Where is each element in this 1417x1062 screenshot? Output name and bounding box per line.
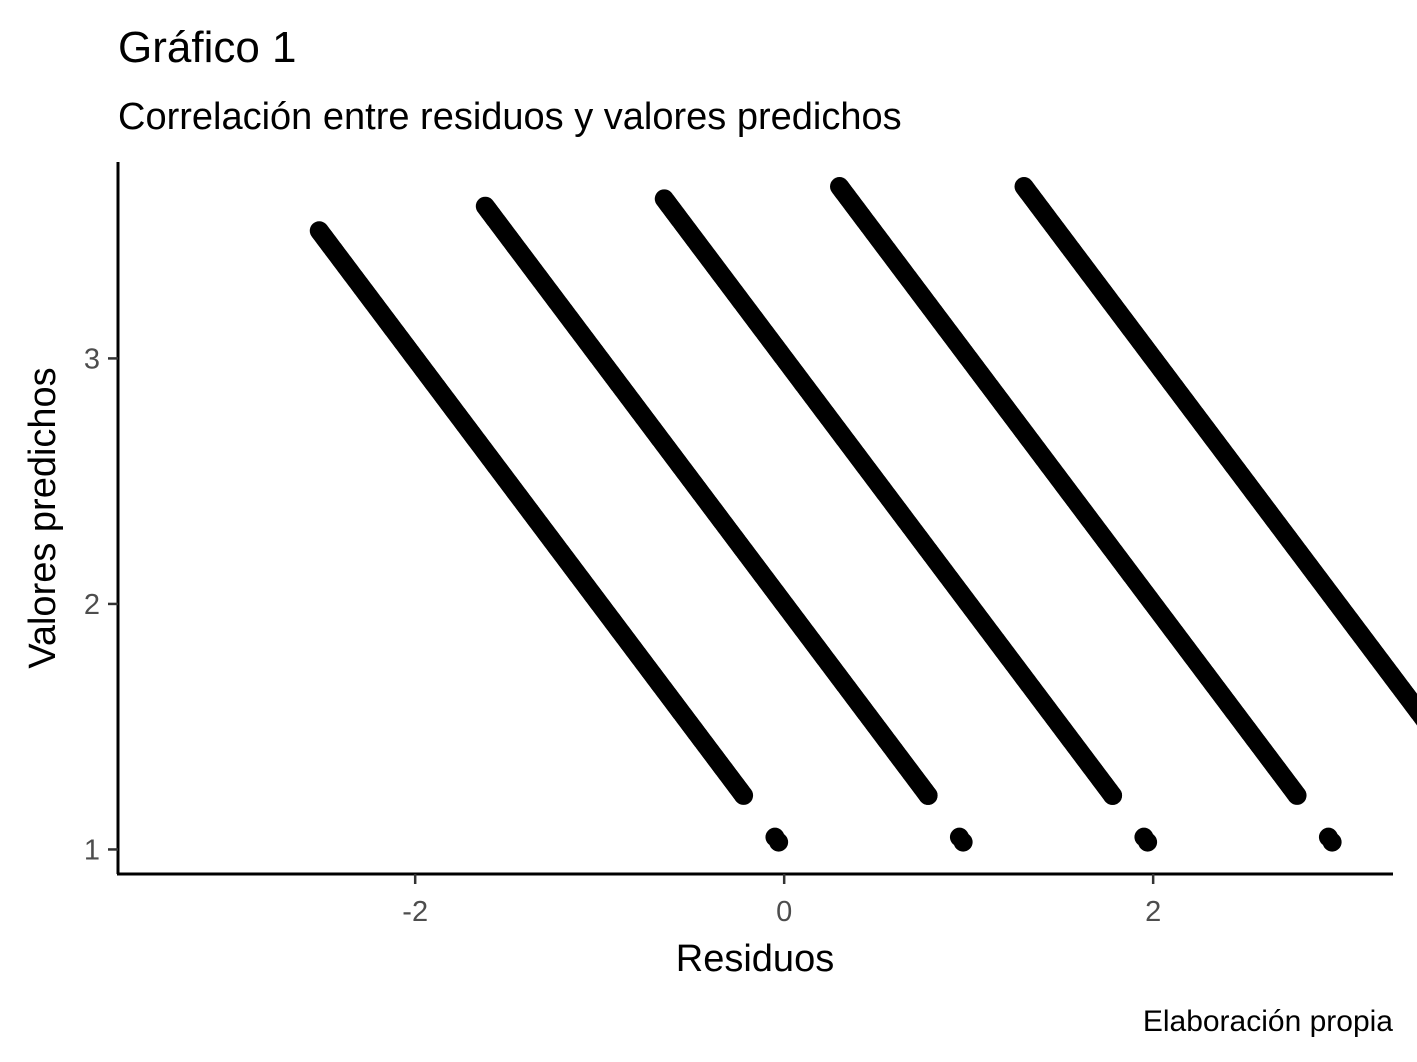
data-points bbox=[309, 177, 1417, 852]
data-point bbox=[769, 832, 789, 852]
x-axis-ticks: -2 0 2 bbox=[402, 874, 1161, 928]
data-point bbox=[1103, 785, 1123, 805]
y-tick-label: 3 bbox=[84, 343, 100, 375]
y-axis-ticks: 1 2 3 bbox=[84, 343, 118, 866]
point-band-3 bbox=[654, 189, 1158, 852]
point-band-4 bbox=[830, 177, 1342, 852]
y-tick-label: 2 bbox=[84, 589, 100, 621]
data-point bbox=[1138, 832, 1158, 852]
point-band-1 bbox=[309, 221, 789, 852]
data-point bbox=[953, 832, 973, 852]
data-point bbox=[1287, 785, 1307, 805]
x-tick-label: 0 bbox=[776, 896, 792, 928]
data-point bbox=[734, 785, 754, 805]
x-tick-label: 2 bbox=[1145, 896, 1161, 928]
y-tick-label: 1 bbox=[84, 834, 100, 866]
x-axis-title: Residuos bbox=[676, 938, 834, 980]
point-band-2 bbox=[475, 196, 973, 852]
point-band-5 bbox=[1014, 177, 1417, 726]
chart-caption: Elaboración propia bbox=[1143, 1005, 1393, 1038]
chart-title: Gráfico 1 bbox=[118, 23, 297, 72]
data-point bbox=[918, 785, 938, 805]
data-point bbox=[1322, 832, 1342, 852]
chart-subtitle: Correlación entre residuos y valores pre… bbox=[118, 96, 902, 138]
x-tick-label: -2 bbox=[402, 896, 428, 928]
y-axis-title: Valores predichos bbox=[22, 367, 64, 668]
